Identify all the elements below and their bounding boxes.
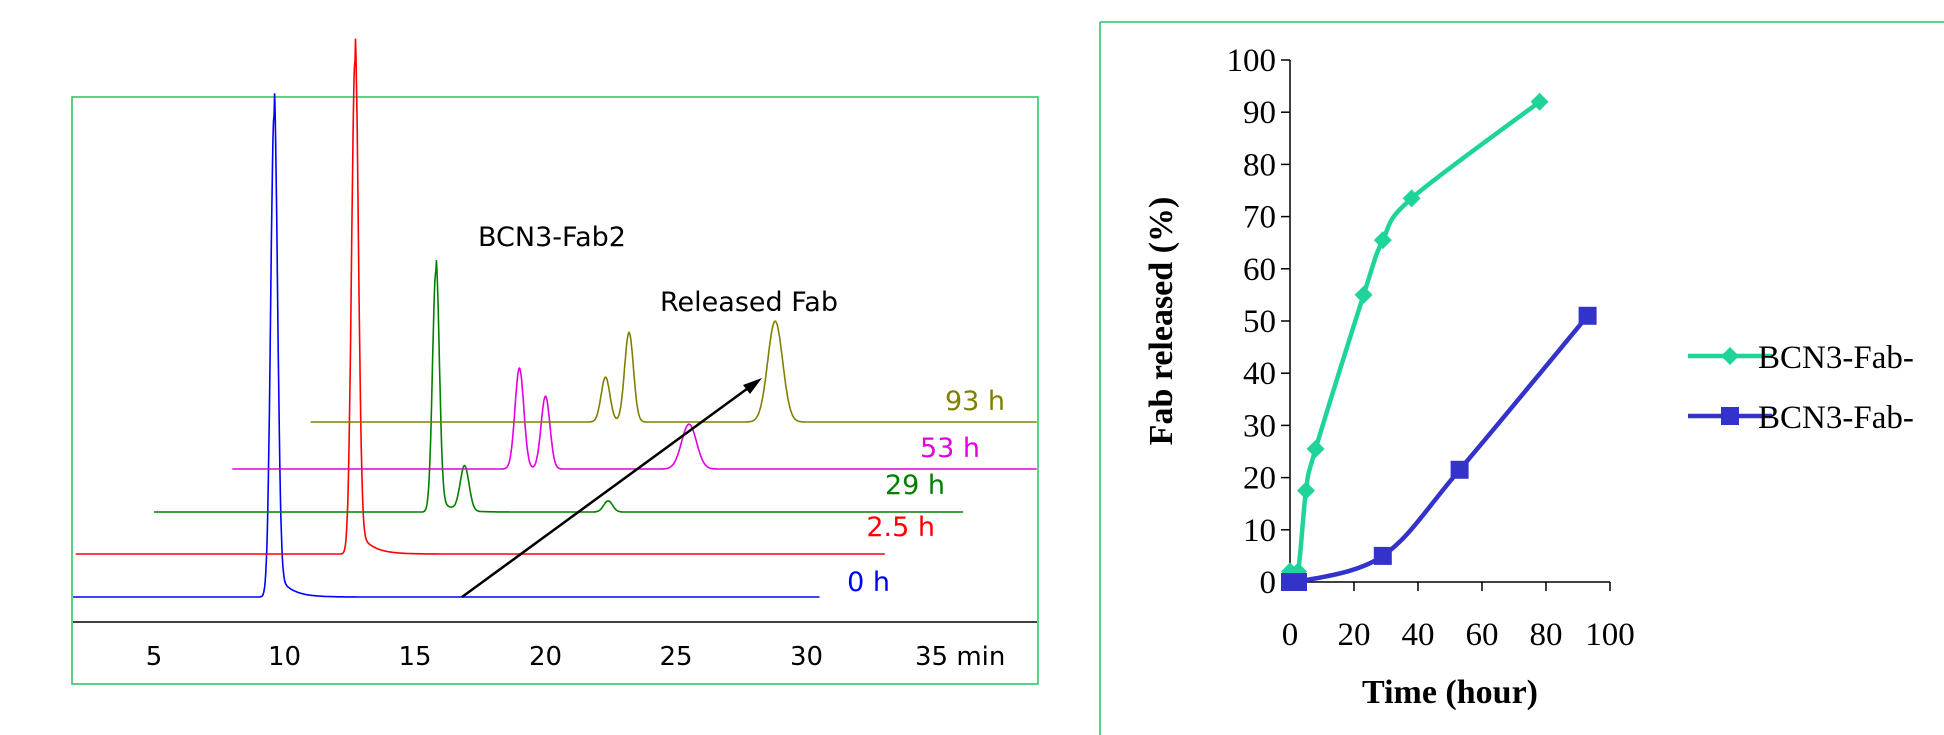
kinetics-y-ticks: 0 10 20 30 40 50 60 70 80 90 100 bbox=[1227, 43, 1290, 601]
chromatogram-trace-label: 0 h bbox=[847, 567, 890, 598]
chromatogram-tick-label: 20 bbox=[529, 642, 562, 672]
released-fab-arrowhead bbox=[743, 378, 762, 394]
chromatogram-trace-29-h bbox=[154, 260, 964, 513]
kinetics-y-tick-label: 60 bbox=[1243, 252, 1276, 288]
chromatogram-tick-label: 5 bbox=[146, 642, 163, 672]
kinetics-y-tick-label: 30 bbox=[1243, 408, 1276, 444]
kinetics-y-tick-label: 70 bbox=[1243, 200, 1276, 236]
legend-label: BCN3-Fab- bbox=[1758, 400, 1914, 436]
kinetics-data-point bbox=[1578, 306, 1597, 325]
chromatogram-tick-label: 10 bbox=[268, 642, 301, 672]
chromatogram-tick-label: 15 bbox=[398, 642, 431, 672]
chromatogram-trace-label: 29 h bbox=[885, 470, 945, 501]
released-fab-arrow bbox=[461, 381, 756, 599]
kinetics-y-tick-label: 90 bbox=[1243, 95, 1276, 131]
kinetics-data-point bbox=[1354, 285, 1373, 304]
chromatogram-tick-label: 25 bbox=[659, 642, 692, 672]
kinetics-y-tick-label: 80 bbox=[1243, 147, 1276, 183]
release-kinetics-panel: 0 10 20 30 40 50 60 70 80 90 100 0 20 40 60 80 100 Time… bbox=[1099, 21, 1944, 735]
kinetics-legend: BCN3-Fab- BCN3-Fab- bbox=[1688, 340, 1914, 436]
chromatogram-trace-53-h bbox=[232, 366, 1037, 470]
annotation-released-fab: Released Fab bbox=[660, 287, 838, 318]
chromatogram-tick-label: 35 min bbox=[915, 642, 1005, 672]
kinetics-data-point bbox=[1450, 460, 1469, 479]
kinetics-x-axis-label: Time (hour) bbox=[1362, 674, 1538, 711]
chromatogram-trace-labels: 0 h 2.5 h 29 h 53 h 93 h bbox=[847, 386, 1005, 598]
kinetics-y-tick-label: 0 bbox=[1260, 565, 1277, 601]
chromatogram-tick-label: 30 bbox=[790, 642, 823, 672]
chromatogram-frame bbox=[71, 96, 1039, 685]
chromatogram-trace-label: 93 h bbox=[945, 386, 1005, 417]
legend-marker bbox=[1721, 347, 1739, 365]
chromatogram-trace-label: 2.5 h bbox=[866, 512, 935, 543]
chromatogram-trace-label: 53 h bbox=[920, 433, 980, 464]
kinetics-x-tick-label: 100 bbox=[1585, 617, 1635, 653]
chromatogram-traces bbox=[73, 38, 1037, 598]
kinetics-data-point bbox=[1297, 481, 1315, 500]
kinetics-y-tick-label: 40 bbox=[1243, 356, 1276, 392]
chromatogram-panel: 5 10 15 20 25 30 35 min 0 h 2.5 h 29 h 53 h 93 h B… bbox=[71, 38, 1039, 685]
kinetics-y-tick-label: 50 bbox=[1243, 304, 1276, 340]
chromatogram-trace-93-h bbox=[310, 320, 1037, 423]
kinetics-data-point bbox=[1373, 231, 1392, 250]
chromatogram-tick-labels: 5 10 15 20 25 30 35 min bbox=[146, 642, 1006, 672]
legend-marker bbox=[1721, 407, 1739, 425]
kinetics-series bbox=[1281, 92, 1597, 591]
kinetics-y-tick-label: 20 bbox=[1243, 461, 1276, 497]
kinetics-series-line bbox=[1286, 314, 1590, 587]
kinetics-y-axis-label: Fab released (%) bbox=[1143, 197, 1180, 446]
kinetics-x-ticks: 0 20 40 60 80 100 bbox=[1282, 582, 1635, 653]
kinetics-data-point bbox=[1402, 189, 1421, 208]
kinetics-x-tick-label: 60 bbox=[1466, 617, 1499, 653]
kinetics-y-tick-label: 100 bbox=[1227, 43, 1277, 79]
kinetics-x-tick-label: 40 bbox=[1402, 617, 1435, 653]
kinetics-data-point bbox=[1289, 573, 1307, 591]
kinetics-data-point bbox=[1373, 546, 1392, 565]
kinetics-x-tick-label: 80 bbox=[1530, 617, 1563, 653]
chromatogram-trace-0-h bbox=[73, 93, 820, 598]
kinetics-x-tick-label: 0 bbox=[1282, 617, 1299, 653]
chromatogram-trace-2-5-h bbox=[75, 38, 885, 555]
legend-label: BCN3-Fab- bbox=[1758, 340, 1914, 376]
kinetics-series-line bbox=[1287, 100, 1541, 580]
annotation-bcn3-fab2: BCN3-Fab2 bbox=[478, 222, 626, 253]
kinetics-data-point bbox=[1306, 439, 1325, 458]
kinetics-y-tick-label: 10 bbox=[1243, 513, 1276, 549]
kinetics-data-point bbox=[1530, 92, 1549, 111]
kinetics-x-tick-label: 20 bbox=[1338, 617, 1371, 653]
